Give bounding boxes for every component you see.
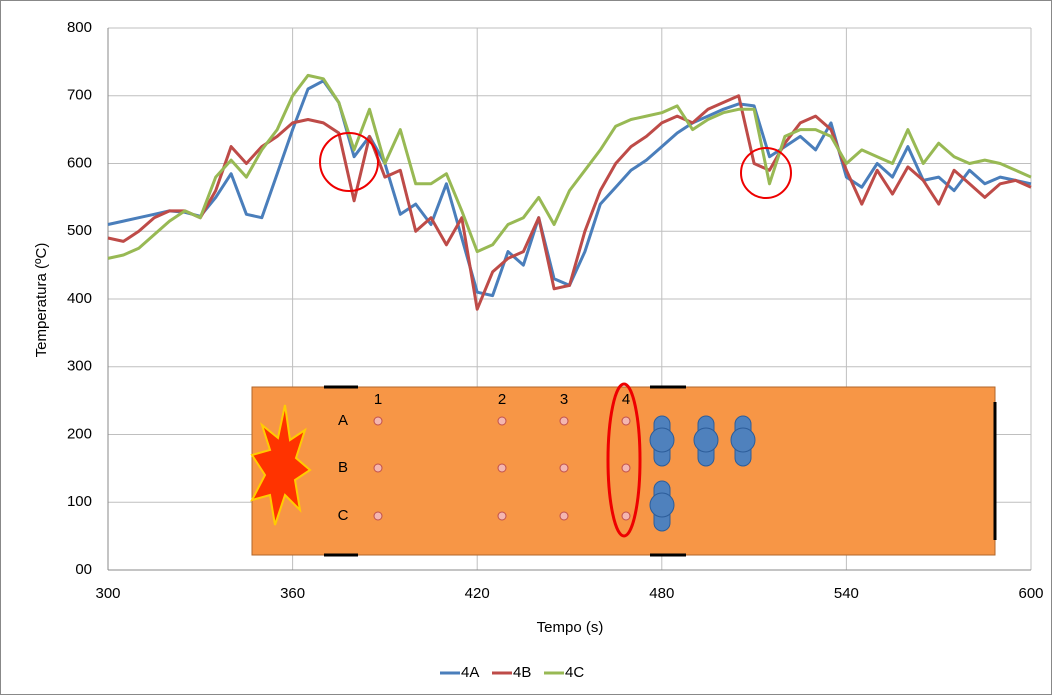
droplets xyxy=(649,415,756,532)
legend-label: 4C xyxy=(565,664,584,681)
x-tick-label: 540 xyxy=(834,585,859,602)
droplet xyxy=(730,427,756,453)
row-label: C xyxy=(338,507,349,524)
series-line xyxy=(107,73,1032,260)
y-tick-label: 200 xyxy=(67,425,92,442)
x-tick-label: 420 xyxy=(465,585,490,602)
legend-label: 4B xyxy=(513,664,531,681)
sensor xyxy=(373,511,383,521)
y-tick-label: 300 xyxy=(67,358,92,375)
droplet xyxy=(693,427,719,453)
x-tick-label: 300 xyxy=(95,585,120,602)
sensor xyxy=(373,463,383,473)
row-label: B xyxy=(338,459,348,476)
y-tick-label: 400 xyxy=(67,290,92,307)
sensor xyxy=(497,511,507,521)
x-axis-title: Tempo (s) xyxy=(537,619,604,636)
sensor xyxy=(497,416,507,426)
sensor xyxy=(497,463,507,473)
y-tick-label: 100 xyxy=(67,493,92,510)
column-label: 4 xyxy=(622,391,630,408)
y-axis-title: Temperatura (ºC) xyxy=(33,243,50,358)
droplet xyxy=(649,427,675,453)
y-tick-label: 600 xyxy=(67,154,92,171)
column-label: 1 xyxy=(374,391,382,408)
x-tick-label: 600 xyxy=(1018,585,1043,602)
legend-label: 4A xyxy=(461,664,479,681)
sensor xyxy=(559,416,569,426)
highlight-circle xyxy=(740,147,792,199)
droplet xyxy=(649,492,675,518)
x-tick-label: 480 xyxy=(649,585,674,602)
sensor xyxy=(559,463,569,473)
y-tick-label: 800 xyxy=(67,19,92,36)
sensor xyxy=(559,511,569,521)
highlight-ellipse xyxy=(606,382,642,538)
row-label: A xyxy=(338,412,348,429)
fire-icon xyxy=(250,404,312,526)
x-tick-label: 360 xyxy=(280,585,305,602)
inset-diagram: 1 2 3 4 A B C xyxy=(250,382,997,557)
y-tick-label: 700 xyxy=(67,87,92,104)
y-tick-label: 00 xyxy=(75,561,92,578)
sensor xyxy=(373,416,383,426)
series-line xyxy=(107,94,1032,311)
sensor xyxy=(621,511,631,521)
column-label: 3 xyxy=(560,391,568,408)
highlight-circle xyxy=(319,132,379,192)
sensor xyxy=(621,416,631,426)
sensor xyxy=(621,463,631,473)
y-tick-label: 500 xyxy=(67,222,92,239)
column-label: 2 xyxy=(498,391,506,408)
